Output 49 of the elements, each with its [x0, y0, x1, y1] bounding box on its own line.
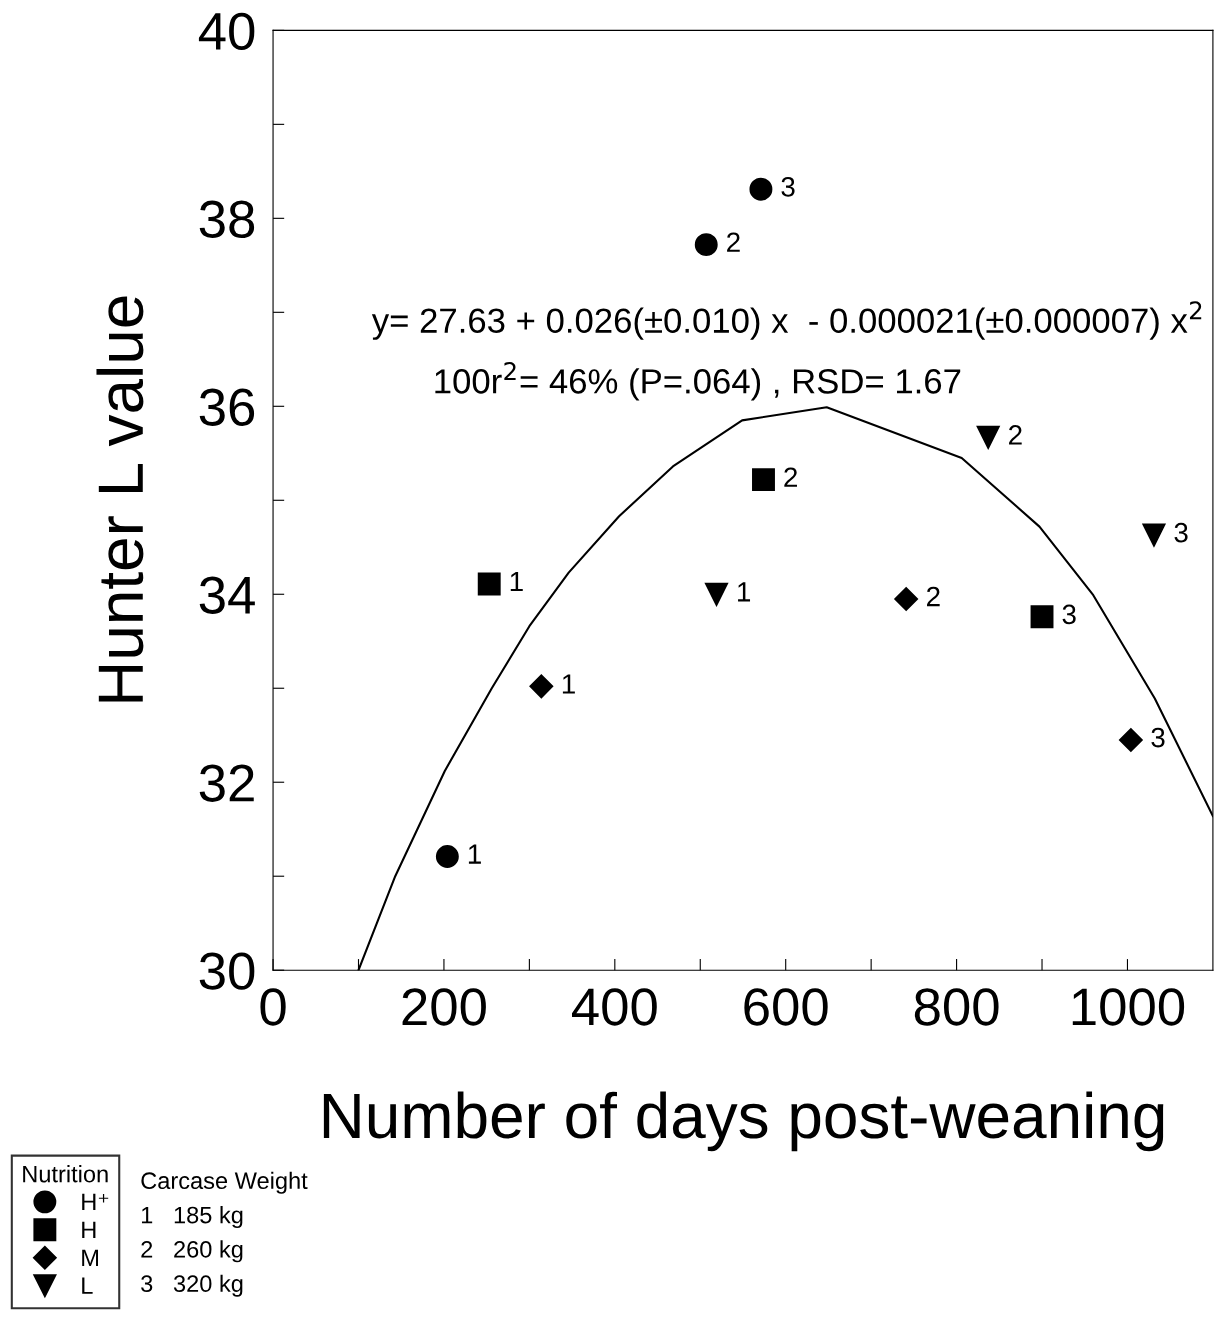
text: Carcase Weight — [141, 1171, 308, 1194]
point — [894, 587, 919, 611]
point — [435, 845, 459, 868]
point — [752, 468, 775, 492]
annotation: 3 — [1174, 522, 1188, 543]
legend-title: Nutrition — [23, 1165, 108, 1183]
annotation: 3 — [1151, 727, 1165, 748]
point — [705, 582, 728, 606]
annotation: 2 — [784, 467, 797, 487]
annotation: 3 — [781, 176, 795, 197]
legend-label: L — [82, 1277, 93, 1294]
y-tick-label: 38 — [199, 200, 255, 238]
x-axis-title: Number of days post-weaning — [323, 1091, 1164, 1152]
annotation: 1 — [562, 674, 575, 694]
y-axis-title: Hunter L value — [96, 296, 144, 702]
point — [1142, 523, 1166, 547]
x-tick-label: 1000 — [1072, 988, 1185, 1026]
annotation: 2 — [927, 586, 940, 607]
text: 3 320 kg — [141, 1274, 243, 1297]
point — [694, 233, 718, 257]
annotation: 1 — [510, 572, 523, 592]
x-tick-label: 200 — [402, 988, 486, 1026]
point — [529, 674, 554, 699]
point — [1030, 605, 1054, 629]
x-tick-label: 0 — [260, 988, 286, 1026]
y-tick-label: 30 — [199, 952, 255, 990]
x-tick-label: 600 — [744, 988, 828, 1026]
annotation: 1 — [468, 844, 481, 864]
y-tick-label: 40 — [198, 12, 255, 50]
point — [976, 425, 1000, 449]
y-tick-label: 34 — [199, 576, 255, 614]
point — [749, 177, 773, 201]
legend-label: M — [82, 1249, 99, 1266]
y-tick-label: 36 — [199, 388, 255, 426]
annotation: 2 — [727, 232, 740, 252]
annotation: 3 — [1062, 604, 1076, 625]
legend-label: H⁺ — [82, 1193, 109, 1211]
x-tick-label: 400 — [572, 988, 657, 1026]
y-tick-label: 32 — [199, 764, 254, 802]
point — [477, 572, 501, 596]
text: 1 185 kg — [141, 1206, 243, 1229]
annotation: 100r$^{2}$= 46% (P=.064) , RSD= 1.67 — [435, 362, 961, 401]
point — [1119, 728, 1143, 752]
annotation: y= 27.63 + 0.026(±0.010) x - 0.000021(±0.000007) x$^{2}$ — [371, 301, 1202, 340]
text: 2 260 kg — [141, 1240, 243, 1263]
annotation: 1 — [738, 582, 751, 602]
x-tick-label: 800 — [914, 988, 999, 1026]
annotation: 2 — [1009, 425, 1022, 445]
legend-label: H — [82, 1221, 96, 1239]
